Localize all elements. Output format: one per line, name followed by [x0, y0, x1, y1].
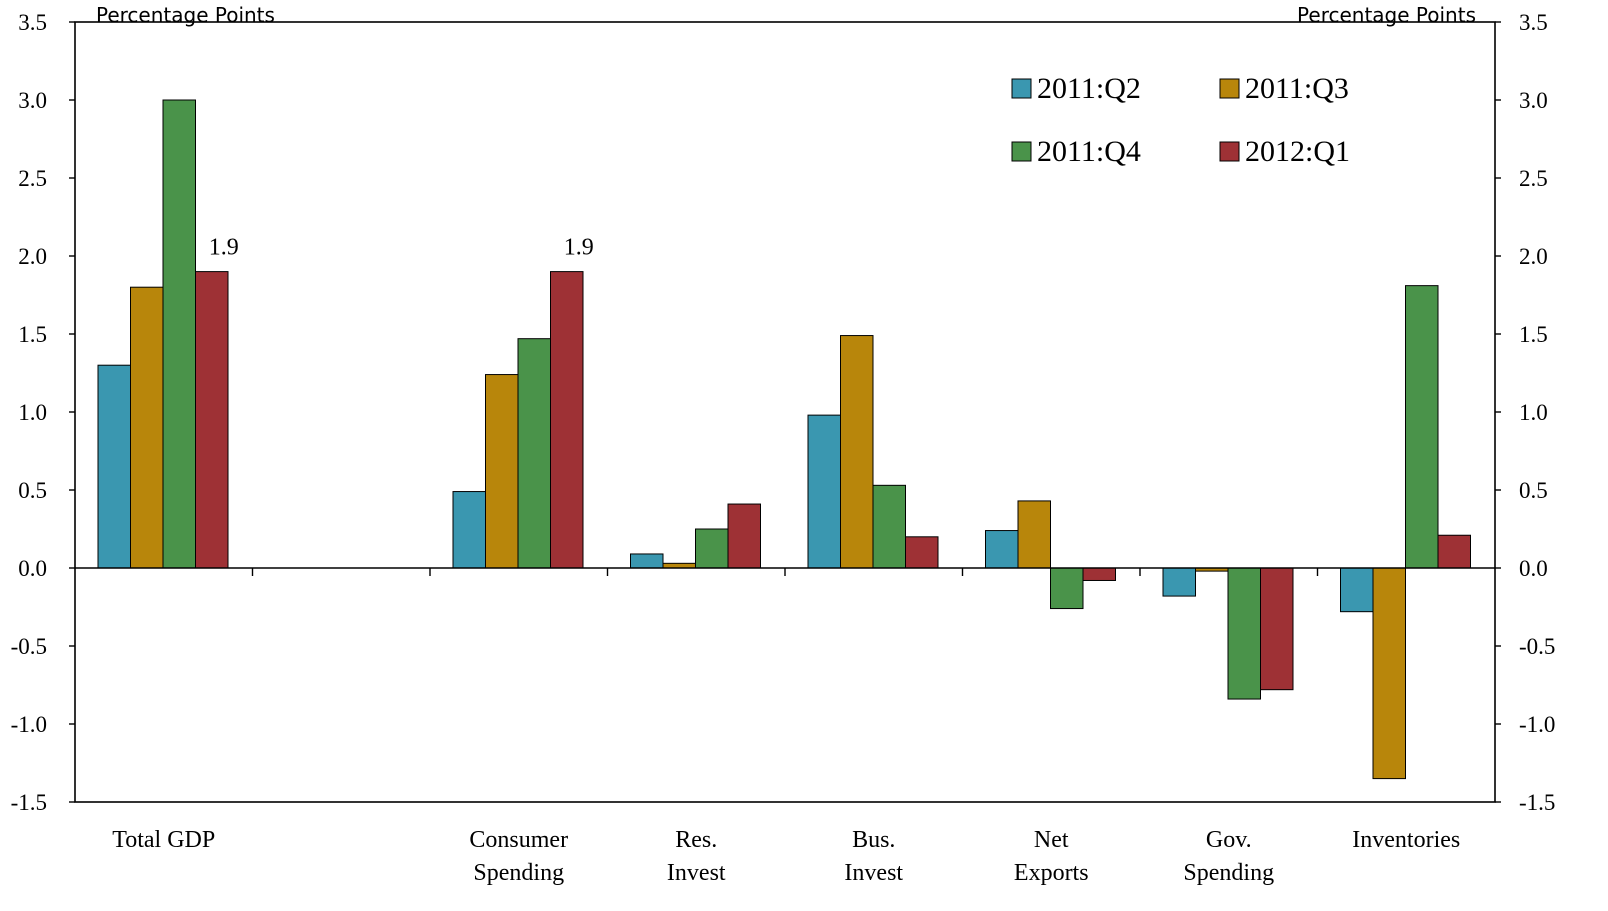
- x-category-label: Exports: [1014, 860, 1089, 886]
- bar-2011-q2: [1162, 567, 1196, 597]
- bar-2011-q3: [840, 335, 874, 569]
- y-tick-label-right: -1.5: [1519, 790, 1555, 815]
- x-category-label: Bus.: [852, 827, 895, 853]
- y-tick-label-right: 3.5: [1519, 10, 1548, 35]
- y-tick-label-right: -0.5: [1519, 634, 1555, 659]
- bar-2012-q1: [550, 271, 584, 569]
- bar-2011-q4: [1050, 567, 1084, 610]
- y-tick-label-right: 0.0: [1519, 556, 1548, 581]
- bar-2011-q4: [1227, 567, 1261, 700]
- legend-swatch: [1011, 78, 1032, 99]
- x-category-label: Invest: [667, 860, 726, 886]
- y-tick-label-left: -1.5: [11, 790, 47, 815]
- bar-2011-q4: [162, 99, 196, 569]
- x-category-label: Inventories: [1352, 827, 1460, 853]
- bar-2011-q2: [985, 530, 1019, 569]
- bar-2011-q2: [807, 414, 841, 569]
- y-tick-label-left: 2.0: [18, 244, 47, 269]
- bar-2011-q3: [1372, 567, 1406, 780]
- bar-2011-q3: [485, 374, 519, 569]
- x-category-label: Total GDP: [112, 827, 215, 853]
- bar-2011-q2: [1340, 567, 1374, 613]
- x-category-label: Gov.: [1206, 827, 1252, 853]
- y-tick-label-left: 1.5: [18, 322, 47, 347]
- y-tick-label-left: 0.0: [18, 556, 47, 581]
- y-tick-label-right: 0.5: [1519, 478, 1548, 503]
- legend-swatch: [1219, 141, 1240, 162]
- bar-2011-q3: [1017, 500, 1051, 569]
- y-tick-label-right: 2.0: [1519, 244, 1548, 269]
- data-label: 1.9: [209, 235, 239, 261]
- legend: 2011:Q2 2011:Q3 2011:Q4 2012:Q1: [1011, 72, 1350, 168]
- x-category-label: Spending: [1183, 860, 1274, 886]
- y-tick-label-right: 3.0: [1519, 88, 1548, 113]
- y-tick-label-left: 2.5: [18, 166, 47, 191]
- legend-swatch: [1011, 141, 1032, 162]
- y-tick-label-left: -0.5: [11, 634, 47, 659]
- bar-2011-q2: [630, 553, 664, 569]
- bar-2012-q1: [1082, 567, 1116, 581]
- right-axis-unit-label: Percentage Points: [1297, 3, 1476, 27]
- y-tick-label-right: 1.5: [1519, 322, 1548, 347]
- bar-2011-q4: [872, 484, 906, 569]
- legend-label: 2011:Q4: [1037, 135, 1141, 168]
- y-tick-label-right: 2.5: [1519, 166, 1548, 191]
- y-tick-label-right: -1.0: [1519, 712, 1555, 737]
- x-category-label: Consumer: [469, 827, 568, 853]
- bar-2012-q1: [1260, 567, 1294, 691]
- x-category-label: Res.: [675, 827, 717, 853]
- bar-2011-q3: [130, 286, 164, 569]
- bar-2011-q4: [695, 528, 729, 569]
- bar-2012-q1: [727, 503, 761, 569]
- y-tick-label-right: 1.0: [1519, 400, 1548, 425]
- y-tick-label-left: -1.0: [11, 712, 47, 737]
- y-tick-label-left: 3.0: [18, 88, 47, 113]
- legend-label: 2012:Q1: [1245, 135, 1350, 168]
- bar-2011-q2: [452, 491, 486, 569]
- y-tick-label-left: 3.5: [18, 10, 47, 35]
- y-tick-label-left: 1.0: [18, 400, 47, 425]
- x-category-label: Invest: [844, 860, 903, 886]
- bars: 1.9 1.9: [97, 99, 1471, 780]
- bar-2011-q4: [517, 338, 551, 569]
- x-category-label: Net: [1034, 827, 1069, 853]
- bar-2012-q1: [905, 536, 939, 569]
- bar-2012-q1: [195, 271, 229, 569]
- y-tick-label-left: 0.5: [18, 478, 47, 503]
- data-label: 1.9: [564, 235, 594, 261]
- left-axis-unit-label: Percentage Points: [96, 3, 275, 27]
- bar-2011-q2: [97, 364, 131, 569]
- bar-2011-q4: [1405, 285, 1439, 569]
- legend-label: 2011:Q2: [1037, 72, 1141, 105]
- legend-swatch: [1219, 78, 1240, 99]
- legend-label: 2011:Q3: [1245, 72, 1349, 105]
- bar-2012-q1: [1437, 534, 1471, 569]
- x-category-label: Spending: [473, 860, 564, 886]
- axes: -1.5 -1.5 -1.0 -1.0 -0.5 -0.5 0.0 0.0 0.5 0.5 1.0 1…: [11, 10, 1556, 886]
